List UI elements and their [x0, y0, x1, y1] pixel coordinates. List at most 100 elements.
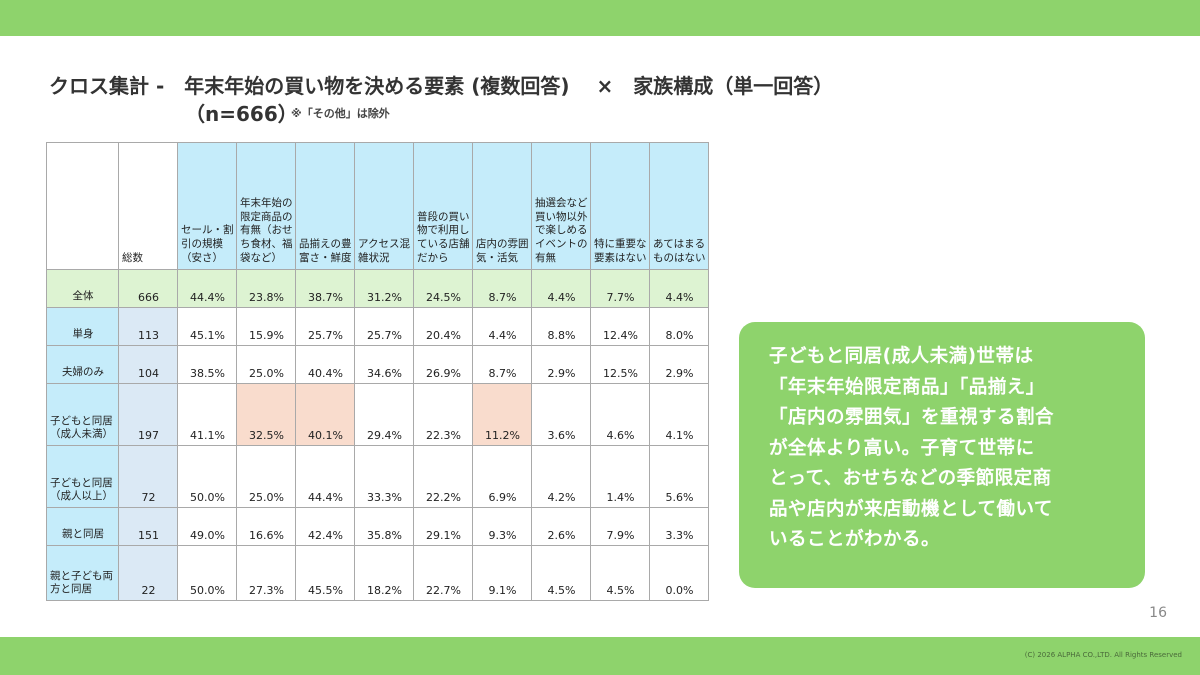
table-row: 親と同居 151 49.0% 16.6% 42.4% 35.8% 29.1% 9…: [46, 507, 709, 546]
table-cell: 44.4%: [295, 445, 355, 508]
table-cell: 25.0%: [236, 445, 296, 508]
column-header: 品揃えの豊富さ・鮮度: [295, 142, 355, 270]
table-cell: 9.1%: [472, 545, 532, 601]
top-band: [0, 0, 1200, 36]
table-cell: 8.8%: [531, 307, 591, 346]
column-header: 普段の買い物で利用している店舗だから: [413, 142, 473, 270]
table-cell: 24.5%: [413, 269, 473, 308]
table-cell: 42.4%: [295, 507, 355, 546]
row-label: 親と同居: [46, 507, 119, 546]
count-cell: 72: [118, 445, 178, 508]
table-cell: 9.3%: [472, 507, 532, 546]
table-cell: 25.0%: [236, 345, 296, 384]
table-cell: 29.1%: [413, 507, 473, 546]
table-cell: 44.4%: [177, 269, 237, 308]
table-cell: 4.6%: [590, 383, 650, 446]
count-cell: 197: [118, 383, 178, 446]
slide-title: クロス集計 - 年末年始の買い物を決める要素 (複数回答) × 家族構成（単一回…: [49, 74, 834, 98]
table-cell: 26.9%: [413, 345, 473, 384]
row-label: 子どもと同居（成人未満）: [46, 383, 119, 446]
column-header: セール・割引の規模（安さ）: [177, 142, 237, 270]
table-cell: 4.1%: [649, 383, 709, 446]
table-cell: 35.8%: [354, 507, 414, 546]
callout-line: いることがわかる。: [769, 529, 941, 551]
count-cell: 151: [118, 507, 178, 546]
table-row: 子どもと同居（成人未満） 197 41.1% 32.5% 40.1% 29.4%…: [46, 383, 709, 446]
row-label: 単身: [46, 307, 119, 346]
table-cell: 4.5%: [590, 545, 650, 601]
table-cell: 22.3%: [413, 383, 473, 446]
highlighted-cell: 40.1%: [295, 383, 355, 446]
table-cell: 27.3%: [236, 545, 296, 601]
table-cell: 12.4%: [590, 307, 650, 346]
table-cell: 22.7%: [413, 545, 473, 601]
row-label: 全体: [46, 269, 119, 308]
table-cell: 15.9%: [236, 307, 296, 346]
table-cell: 2.9%: [649, 345, 709, 384]
row-label: 子どもと同居（成人以上）: [46, 445, 119, 508]
table-cell: 41.1%: [177, 383, 237, 446]
highlighted-cell: 32.5%: [236, 383, 296, 446]
callout-line: とって、おせちなどの季節限定商: [769, 468, 1052, 490]
table-cell: 8.0%: [649, 307, 709, 346]
callout-line: 品や店内が来店動機として働いて: [769, 498, 1053, 520]
table-cell: 4.4%: [472, 307, 532, 346]
count-cell: 104: [118, 345, 178, 384]
header-row: 総数 セール・割引の規模（安さ） 年末年始の限定商品の有無（おせち食材、福袋など…: [46, 142, 709, 270]
callout-line: 「店内の雰囲気」を重視する割合: [769, 407, 1055, 429]
table-cell: 49.0%: [177, 507, 237, 546]
table-cell: 16.6%: [236, 507, 296, 546]
table-cell: 12.5%: [590, 345, 650, 384]
column-header: アクセス混雑状況: [354, 142, 414, 270]
exclusion-note: ※「その他」は除外: [291, 107, 390, 120]
sample-size: （n=666）: [185, 102, 298, 126]
table-cell: 45.5%: [295, 545, 355, 601]
table-row: 夫婦のみ 104 38.5% 25.0% 40.4% 34.6% 26.9% 8…: [46, 345, 709, 384]
insight-callout: 子どもと同居(成人未満)世帯は 「年末年始限定商品」「品揃え」 「店内の雰囲気」…: [739, 322, 1145, 588]
corner-cell: [46, 142, 119, 270]
table-cell: 7.7%: [590, 269, 650, 308]
table-cell: 40.4%: [295, 345, 355, 384]
table-cell: 20.4%: [413, 307, 473, 346]
table-cell: 18.2%: [354, 545, 414, 601]
table-cell: 0.0%: [649, 545, 709, 601]
table-row: 全体 666 44.4% 23.8% 38.7% 31.2% 24.5% 8.7…: [46, 269, 709, 308]
bottom-band: [0, 637, 1200, 675]
table-cell: 8.7%: [472, 269, 532, 308]
column-header: あてはまるものはない: [649, 142, 709, 270]
callout-line: が全体より高い。子育て世帯に: [769, 437, 1035, 459]
table-cell: 50.0%: [177, 445, 237, 508]
table-cell: 50.0%: [177, 545, 237, 601]
column-header: 年末年始の限定商品の有無（おせち食材、福袋など）: [236, 142, 296, 270]
table-cell: 7.9%: [590, 507, 650, 546]
table-cell: 6.9%: [472, 445, 532, 508]
table-row: 単身 113 45.1% 15.9% 25.7% 25.7% 20.4% 4.4…: [46, 307, 709, 346]
callout-line: 「年末年始限定商品」「品揃え」: [769, 376, 1045, 398]
cross-tab-table: 総数 セール・割引の規模（安さ） 年末年始の限定商品の有無（おせち食材、福袋など…: [46, 142, 709, 601]
table-cell: 23.8%: [236, 269, 296, 308]
table-cell: 4.2%: [531, 445, 591, 508]
column-header: 特に重要な要素はない: [590, 142, 650, 270]
column-header: 抽選会など買い物以外で楽しめるイベントの有無: [531, 142, 591, 270]
table-cell: 4.5%: [531, 545, 591, 601]
table-cell: 34.6%: [354, 345, 414, 384]
table-row: 親と子ども両方と同居 22 50.0% 27.3% 45.5% 18.2% 22…: [46, 545, 709, 601]
table-cell: 38.7%: [295, 269, 355, 308]
table-cell: 3.3%: [649, 507, 709, 546]
table-cell: 1.4%: [590, 445, 650, 508]
count-cell: 22: [118, 545, 178, 601]
count-cell: 113: [118, 307, 178, 346]
table-cell: 2.6%: [531, 507, 591, 546]
page-number: 16: [1149, 605, 1167, 621]
table-cell: 8.7%: [472, 345, 532, 384]
column-header: 店内の雰囲気・活気: [472, 142, 532, 270]
count-cell: 666: [118, 269, 178, 308]
table-cell: 25.7%: [354, 307, 414, 346]
table-row: 子どもと同居（成人以上） 72 50.0% 25.0% 44.4% 33.3% …: [46, 445, 709, 508]
table-cell: 25.7%: [295, 307, 355, 346]
table-cell: 45.1%: [177, 307, 237, 346]
highlighted-cell: 11.2%: [472, 383, 532, 446]
table-cell: 38.5%: [177, 345, 237, 384]
copyright-text: (C) 2026 ALPHA CO.,LTD. All Rights Reser…: [1024, 651, 1182, 659]
table-cell: 3.6%: [531, 383, 591, 446]
